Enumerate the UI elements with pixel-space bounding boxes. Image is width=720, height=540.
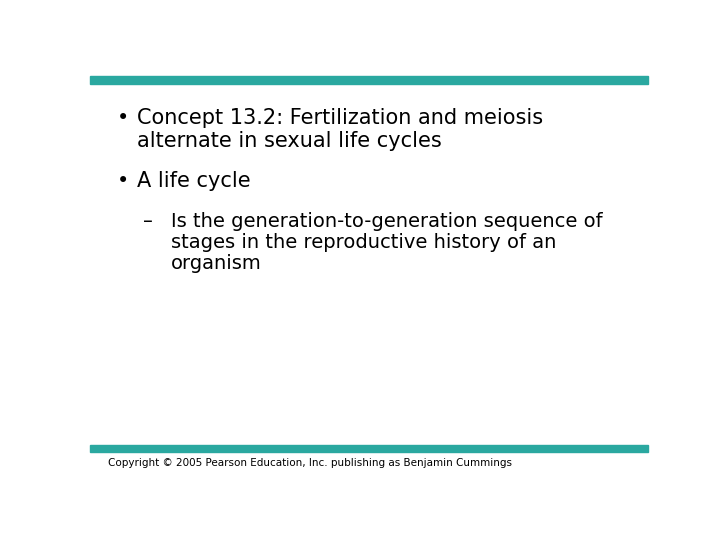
Text: •: • — [117, 109, 129, 129]
Text: Is the generation-to-generation sequence of: Is the generation-to-generation sequence… — [171, 212, 603, 232]
Text: Copyright © 2005 Pearson Education, Inc. publishing as Benjamin Cummings: Copyright © 2005 Pearson Education, Inc.… — [108, 458, 512, 468]
Bar — [90, 445, 648, 453]
Text: •: • — [117, 171, 129, 191]
Text: alternate in sexual life cycles: alternate in sexual life cycles — [138, 131, 442, 151]
Text: Concept 13.2: Fertilization and meiosis: Concept 13.2: Fertilization and meiosis — [138, 109, 544, 129]
Text: –: – — [143, 212, 153, 232]
Text: stages in the reproductive history of an: stages in the reproductive history of an — [171, 233, 557, 252]
Text: A life cycle: A life cycle — [138, 171, 251, 191]
Text: organism: organism — [171, 254, 261, 273]
Bar — [90, 76, 648, 84]
